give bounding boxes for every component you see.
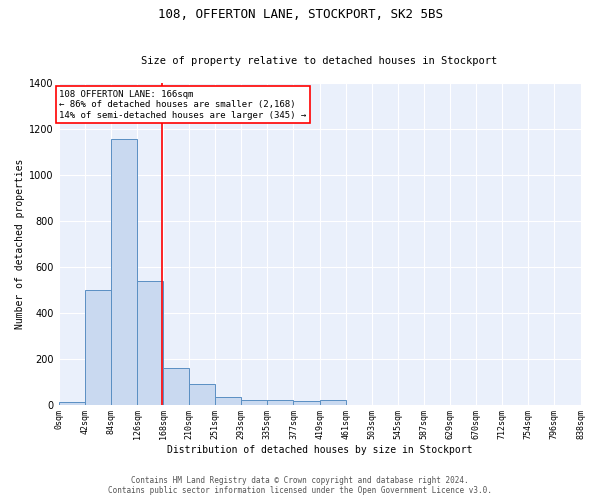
Bar <box>293 402 320 404</box>
Bar <box>59 402 85 404</box>
Bar <box>267 400 293 404</box>
Bar <box>215 396 241 404</box>
Bar <box>85 290 111 405</box>
Text: 108 OFFERTON LANE: 166sqm
← 86% of detached houses are smaller (2,168)
14% of se: 108 OFFERTON LANE: 166sqm ← 86% of detac… <box>59 90 307 120</box>
Bar <box>190 384 215 404</box>
Y-axis label: Number of detached properties: Number of detached properties <box>15 158 25 329</box>
Text: Contains HM Land Registry data © Crown copyright and database right 2024.
Contai: Contains HM Land Registry data © Crown c… <box>108 476 492 495</box>
Bar <box>241 400 267 404</box>
Text: 108, OFFERTON LANE, STOCKPORT, SK2 5BS: 108, OFFERTON LANE, STOCKPORT, SK2 5BS <box>157 8 443 20</box>
Title: Size of property relative to detached houses in Stockport: Size of property relative to detached ho… <box>142 56 498 66</box>
Bar <box>137 280 163 404</box>
Bar <box>163 368 190 405</box>
Bar <box>111 139 137 404</box>
X-axis label: Distribution of detached houses by size in Stockport: Distribution of detached houses by size … <box>167 445 472 455</box>
Bar <box>320 400 346 404</box>
